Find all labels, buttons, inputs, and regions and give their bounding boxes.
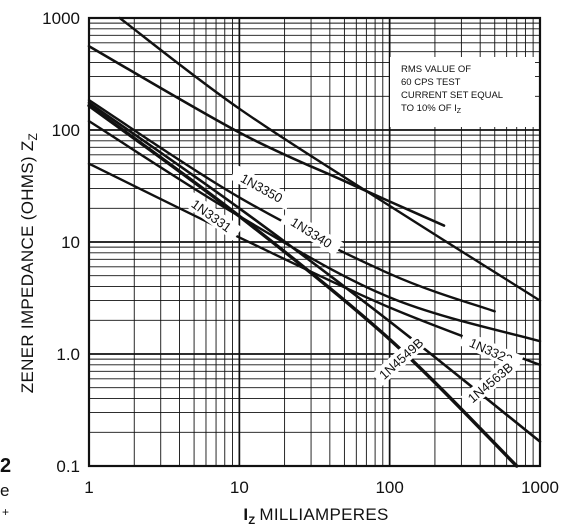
curve-label-bg-1n3331 <box>181 190 243 241</box>
note-box: RMS VALUE OF 60 CPS TEST CURRENT SET EQU… <box>390 57 535 127</box>
y-axis-label-subscript: Z <box>26 133 40 141</box>
y-axis-label: ZENER IMPEDANCE (OHMS) ZZ <box>18 133 40 393</box>
y-tick-label: 100 <box>52 121 80 140</box>
curves <box>87 16 542 468</box>
curve-1n3331 <box>87 119 542 343</box>
x-tick-label: 10 <box>230 478 249 497</box>
note-line-2: 60 CPS TEST <box>401 77 461 88</box>
curve-label-bg-1n4563b <box>460 355 520 410</box>
note-line-4: TO 10% OF IZ <box>401 103 462 115</box>
x-tick-label: 1000 <box>521 478 559 497</box>
tick-labels: 1 10 100 1000 0.1 1.0 10 100 1000 <box>42 9 559 497</box>
y-tick-label: 0.1 <box>56 457 80 476</box>
plot-frame <box>87 16 542 468</box>
y-tick-label: 10 <box>61 233 80 252</box>
x-tick-label: 1 <box>84 478 93 497</box>
x-tick-label: 100 <box>375 478 403 497</box>
figure-number-fragment: 2 <box>0 455 11 477</box>
x-axis-label-subscript: Z <box>248 515 255 527</box>
note-background <box>390 57 535 127</box>
x-axis-label: IZ MILLIAMPERES <box>243 505 388 527</box>
curve-1n3340 <box>87 98 496 313</box>
note-line-3: CURRENT SET EQUAL <box>401 90 503 101</box>
curve-1n3350 <box>87 44 446 227</box>
note-line-1: RMS VALUE OF <box>401 64 471 75</box>
note-subscript: Z <box>457 108 462 115</box>
curve-label-bg-1n3340 <box>280 208 343 257</box>
caption-mark-fragment: + <box>2 505 9 519</box>
y-axis-label-text: ZENER IMPEDANCE (OHMS) Z <box>18 140 37 393</box>
curve-label-bg-1n4549b <box>371 331 431 386</box>
caption-fragment: e <box>0 481 9 500</box>
x-axis-label-main: I <box>243 505 248 524</box>
x-axis-label-rest: MILLIAMPERES <box>259 505 388 524</box>
y-tick-label: 1000 <box>42 9 80 28</box>
note-line-4-text: TO 10% OF I <box>401 103 457 114</box>
curve-label-bg-1n3350 <box>229 165 294 211</box>
curve-1n4549b <box>87 103 519 468</box>
y-tick-label: 1.0 <box>56 345 80 364</box>
curve-unlabeled <box>118 16 542 302</box>
